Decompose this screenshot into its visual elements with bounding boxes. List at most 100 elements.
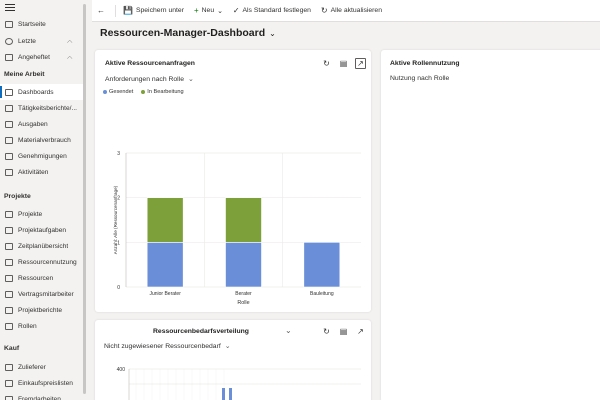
sidebar-item-label: Genehmigungen	[18, 152, 67, 160]
sidebar-item-materialverbrauch[interactable]: Materialverbrauch	[0, 132, 84, 148]
sidebar-item-label: Vertragsmitarbeiter	[18, 290, 74, 298]
sidebar-item-genehmigungen[interactable]: Genehmigungen	[0, 148, 84, 164]
report-icon	[4, 104, 13, 113]
dashboard-icon	[4, 88, 13, 97]
sidebar-item-aktivita-ten[interactable]: Aktivitäten	[0, 164, 84, 180]
sidebar-item-ressourcen[interactable]: Ressourcen	[0, 270, 84, 286]
sidebar-item-fremdarbeiten[interactable]: Fremdarbeiten	[0, 391, 84, 400]
sidebar-item-label: Materialverbrauch	[18, 136, 71, 144]
contractor-icon	[4, 290, 13, 299]
sidebar-item-label: Projektberichte	[18, 306, 62, 314]
expand-icon[interactable]: ↗	[355, 58, 366, 69]
pricelist-icon	[4, 379, 13, 388]
sidebar-item-vertragsmitarbeiter[interactable]: Vertragsmitarbeiter	[0, 286, 84, 302]
sidebar-item-label: Projektaufgaben	[18, 226, 67, 234]
sidebar-section-title: Projekte	[4, 193, 31, 200]
sidebar-item-projektaufgaben[interactable]: Projektaufgaben	[0, 222, 84, 238]
bar-sent[interactable]	[146, 242, 184, 288]
sidebar-item-label: Projekte	[18, 210, 43, 218]
sidebar-item-zulieferer[interactable]: Zulieferer	[0, 359, 84, 375]
view-label-text: Nutzung nach Rolle	[390, 75, 450, 82]
card-title: Ressourcenbedarfsverteilung	[153, 328, 249, 335]
sidebar-item-ta-tigkeitsberichte[interactable]: Tätigkeitsberichte/...	[0, 100, 84, 116]
sidebar-item-label: Rollen	[18, 322, 37, 330]
x-tick-label: Berater	[235, 291, 252, 297]
approval-icon	[4, 152, 13, 161]
sidebar-item-ressourcennutzung[interactable]: Ressourcennutzung	[0, 254, 84, 270]
view-records-icon[interactable]: ▤	[339, 327, 348, 336]
sidebar-item-dashboards[interactable]: Dashboards	[0, 84, 84, 100]
project-report-icon	[4, 306, 13, 315]
sidebar-item-projekte[interactable]: Projekte	[0, 206, 84, 222]
card-toolbar: ↻ ▤ ↗	[321, 326, 366, 337]
view-selector[interactable]: Nicht zugewiesener Ressourcenbedarf ⌄	[104, 342, 231, 351]
resources-icon	[4, 274, 13, 283]
card-title: Aktive Ressourcenanfragen	[105, 60, 195, 67]
save-as-button[interactable]: 💾 Speichern unter	[118, 0, 189, 22]
y-tick-label: 3	[117, 151, 120, 157]
home-icon	[4, 20, 13, 29]
legend-swatch	[103, 90, 107, 94]
pin-icon	[4, 53, 13, 62]
chevron-down-icon[interactable]: ⌄	[285, 326, 292, 335]
sidebar-item-label: Einkaufspreislisten	[18, 379, 73, 387]
roles-icon	[4, 322, 13, 331]
card-active-role-utilization: Aktive Rollennutzung Nutzung nach Rolle	[381, 50, 600, 400]
project-icon	[4, 210, 13, 219]
sidebar-item-projektberichte[interactable]: Projektberichte	[0, 302, 84, 318]
view-selector-label: Nicht zugewiesener Ressourcenbedarf	[104, 342, 221, 350]
y-axis-label: Anzahl: Alle (Ressourcenanfrage)	[113, 185, 118, 254]
sidebar-item-zeitplanu-bersicht[interactable]: Zeitplanübersicht	[0, 238, 84, 254]
y-tick-label: 0	[117, 285, 120, 291]
card-resource-demand-distribution: Ressourcenbedarfsverteilung ⌄ ↻ ▤ ↗ Nich…	[95, 320, 371, 400]
demand-bar-chart: 400	[117, 367, 361, 400]
sidebar-item-ausgaben[interactable]: Ausgaben	[0, 116, 84, 132]
bar[interactable]	[222, 388, 225, 400]
chevron-down-icon: ⌵	[66, 38, 72, 45]
new-button[interactable]: + Neu ⌄	[189, 0, 228, 22]
refresh-all-button[interactable]: ↻ Alle aktualisieren	[316, 0, 387, 22]
activity-icon	[4, 168, 13, 177]
sidebar-item-einkaufspreislisten[interactable]: Einkaufspreislisten	[0, 375, 84, 391]
sidebar-item-label: Tätigkeitsberichte/...	[18, 104, 78, 112]
supplier-icon	[4, 363, 13, 372]
x-axis-label: Rolle	[237, 300, 249, 306]
bar-in-progress[interactable]	[146, 197, 184, 243]
sidebar-item-angeheftet[interactable]: Angeheftet ⌵	[0, 49, 84, 65]
sidebar-item-label: Zeitplanübersicht	[18, 242, 69, 250]
back-button[interactable]: ←	[92, 0, 113, 22]
chevron-down-icon: ⌄	[224, 343, 231, 350]
chevron-down-icon: ⌄	[217, 7, 223, 15]
legend-item-in-progress[interactable]: In Bearbeitung	[141, 89, 184, 95]
sidebar-item-label: Ausgaben	[18, 120, 48, 128]
y-tick-label: 1	[117, 240, 120, 246]
sidebar-scrollbar[interactable]	[83, 4, 86, 394]
refresh-icon: ↻	[320, 6, 328, 15]
view-label: Nutzung nach Rolle	[390, 75, 449, 82]
clock-icon	[4, 37, 13, 46]
sidebar-item-rollen[interactable]: Rollen	[0, 318, 84, 334]
x-tick-label: Bauleitung	[310, 291, 334, 297]
external-work-icon	[4, 395, 13, 400]
dashboard-selector[interactable]: Ressourcen-Manager-Dashboard ⌄	[100, 27, 276, 39]
view-records-icon[interactable]: ▤	[339, 59, 348, 68]
refresh-icon[interactable]: ↻	[323, 59, 330, 68]
expand-icon[interactable]: ↗	[357, 327, 364, 336]
view-selector[interactable]: Anforderungen nach Rolle ⌄	[105, 75, 194, 84]
sidebar-item-startseite[interactable]: Startseite	[0, 16, 84, 32]
sidebar-item-label: Dashboards	[18, 88, 54, 96]
bar-sent[interactable]	[225, 242, 262, 288]
legend-item-sent[interactable]: Gesendet	[103, 89, 133, 95]
hamburger-menu-icon[interactable]	[5, 4, 15, 12]
bar[interactable]	[229, 388, 232, 400]
bar-sent[interactable]	[303, 242, 341, 288]
sidebar-section-title: Kauf	[4, 345, 20, 352]
chart-legend: Gesendet In Bearbeitung	[103, 89, 184, 95]
sidebar-item-label: Ressourcen	[18, 274, 54, 282]
sidebar-item-letzte[interactable]: Letzte ⌵	[0, 33, 84, 49]
refresh-icon[interactable]: ↻	[323, 327, 330, 336]
bar-in-progress[interactable]	[225, 197, 262, 243]
set-default-button[interactable]: ✓ Als Standard festlegen	[228, 0, 316, 22]
page-title: Ressourcen-Manager-Dashboard	[100, 27, 266, 39]
requests-bar-chart: 0 1 2 3 Junior Berater Berater Bauleitung Rolle…	[113, 151, 361, 306]
